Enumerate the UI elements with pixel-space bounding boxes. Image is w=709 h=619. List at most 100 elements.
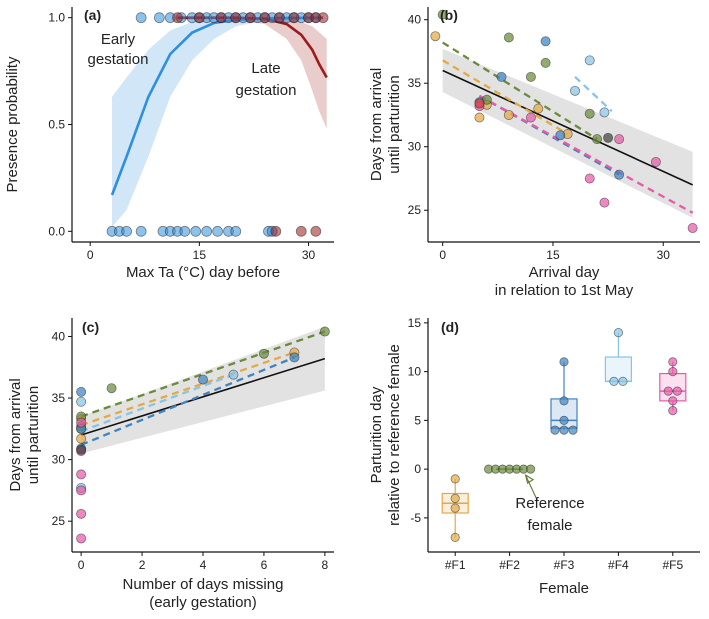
d-y-axis-label: Parturition day relative to reference fem…: [368, 344, 403, 526]
d-point: [609, 376, 619, 386]
d-point: [559, 415, 569, 425]
c-y-tick-label: 35: [52, 391, 66, 405]
b-point: [603, 132, 614, 143]
d-x-tick-label: #F5: [662, 558, 683, 572]
d-y-tick-label: 5: [414, 413, 421, 427]
d-annotation-arrow-line: [525, 474, 539, 502]
c-point: [76, 508, 87, 519]
b-y-tick-label: 25: [408, 203, 422, 217]
d-y-tick-label: 15: [408, 316, 422, 330]
b-point: [525, 112, 536, 123]
c-x-tick-label: 2: [139, 558, 146, 572]
b-point: [474, 112, 485, 123]
b-point: [474, 98, 485, 109]
b-y-axis-label-line: until parturition: [386, 75, 403, 173]
a-point-0: [230, 225, 242, 237]
b-point: [437, 9, 448, 20]
c-panel-label: (c): [82, 319, 99, 335]
a-y-axis-label-line: Presence probability: [4, 56, 21, 192]
c-point: [76, 396, 87, 407]
a-point-1: [230, 12, 242, 24]
a-series-label-late: gestation: [236, 82, 297, 99]
a-point-0: [190, 225, 202, 237]
c-y-axis-label-line: Days from arrival: [7, 378, 24, 491]
d-point: [450, 532, 460, 542]
b-y-tick-label: 35: [408, 76, 422, 90]
a-series-label-late: Late: [251, 60, 280, 77]
d-x-tick-label: #F4: [608, 558, 629, 572]
c-female-fit-line: [80, 373, 234, 433]
c-point: [76, 433, 87, 444]
a-x-axis-label: Max Ta (°C) day before: [126, 264, 280, 281]
b-point: [525, 71, 536, 82]
b-point: [599, 197, 610, 208]
a-x-tick-label: 15: [193, 248, 207, 262]
d-point: [668, 406, 678, 416]
d-x-axis-label: Female: [539, 580, 589, 597]
b-female-fit-line: [478, 94, 694, 214]
a-point-1: [310, 225, 322, 237]
b-point: [614, 169, 625, 180]
b-y-tick-label: 30: [408, 140, 422, 154]
c-y-tick-label: 30: [52, 453, 66, 467]
d-box: [604, 356, 633, 382]
b-x-tick-label: 15: [546, 248, 560, 262]
c-point: [76, 417, 87, 428]
a-point-0: [153, 12, 165, 24]
b-point: [430, 31, 441, 42]
d-point: [668, 357, 678, 367]
c-point: [76, 469, 87, 480]
a-y-tick-label: 0.5: [48, 118, 65, 132]
d-annotation-arrow-head: [524, 473, 535, 484]
a-point-1: [288, 12, 300, 24]
a-point-1: [295, 225, 307, 237]
c-x-tick-label: 8: [322, 558, 329, 572]
a-point-0: [135, 12, 147, 24]
a-point-1: [215, 12, 227, 24]
b-point: [570, 85, 581, 96]
b-point: [592, 134, 603, 145]
c-x-tick-label: 6: [261, 558, 268, 572]
a-point-1: [172, 12, 183, 24]
c-x-axis-label: (early gestation): [149, 594, 257, 611]
b-point: [496, 71, 507, 82]
d-x-tick-label: #F3: [554, 558, 575, 572]
b-point: [584, 55, 595, 66]
a-x-tick-label: 0: [87, 248, 94, 262]
a-point-0: [212, 225, 223, 237]
d-point: [525, 464, 536, 474]
b-y-tick-label: 40: [408, 13, 422, 27]
a-x-tick-label: 30: [302, 248, 316, 262]
b-panel-label: (b): [440, 7, 458, 23]
b-x-axis-label: Arrival day: [529, 264, 600, 281]
a-point-1: [244, 12, 256, 24]
b-point: [687, 223, 698, 234]
c-point: [228, 369, 239, 380]
c-point: [76, 485, 87, 496]
c-point: [319, 326, 330, 337]
d-point: [559, 357, 569, 367]
b-point: [599, 107, 610, 118]
a-point-0: [179, 225, 191, 237]
d-point: [663, 386, 673, 396]
a-point-0: [121, 225, 132, 237]
a-point-1: [259, 12, 271, 24]
d-point: [568, 425, 578, 435]
c-point: [76, 533, 87, 544]
d-y-tick-label: 10: [408, 365, 422, 379]
d-point: [613, 328, 624, 338]
c-point: [76, 386, 87, 397]
c-point: [106, 383, 117, 394]
d-y-tick-label: -5: [410, 511, 421, 525]
a-ci-band-0: [112, 17, 324, 228]
b-y-axis-label-line: Days from arrival: [368, 68, 385, 181]
b-point: [584, 173, 595, 184]
a-point-0: [135, 225, 147, 237]
d-y-axis-label-line: Parturition day: [368, 386, 385, 483]
b-point: [555, 130, 566, 141]
a-ci-band-1: [177, 17, 327, 129]
d-point: [450, 503, 460, 513]
c-x-tick-label: 0: [78, 558, 85, 572]
a-panel-label: (a): [84, 7, 101, 23]
b-point: [584, 108, 595, 119]
